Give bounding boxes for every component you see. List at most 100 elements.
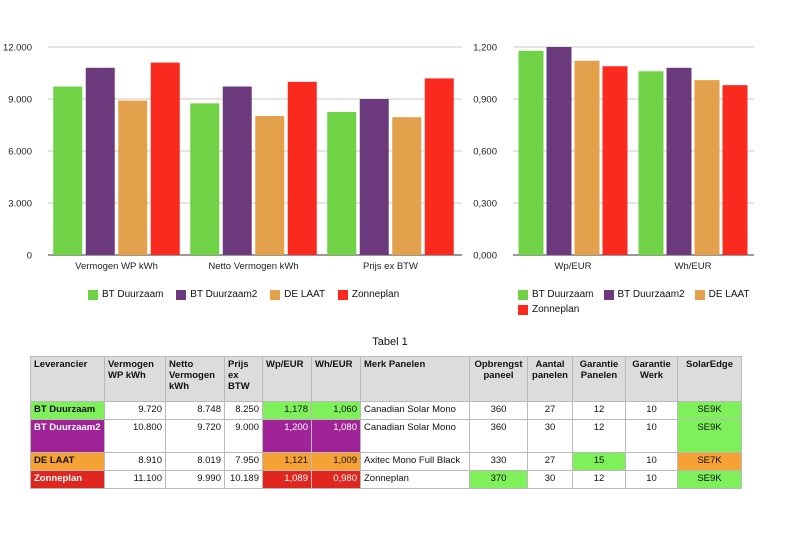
cell: 15 [572, 452, 626, 471]
col-header: Merk Panelen [360, 356, 470, 402]
legend-label: BT Duurzaam2 [617, 289, 685, 300]
bar [602, 66, 628, 256]
x-tick-label: Netto Vermogen kWh [208, 261, 298, 272]
col-header: Opbrengst paneel [469, 356, 528, 402]
y-tick-label: 0 [27, 251, 32, 262]
legend-label: BT Duurzaam [102, 289, 164, 300]
table-header-row: Leverancier Vermogen WP kWh Netto Vermog… [30, 356, 742, 402]
cell: 360 [469, 401, 528, 420]
cell: 1,089 [262, 470, 312, 489]
legend-item: BT Duurzaam2 [603, 289, 685, 301]
cell: Axitec Mono Full Black [360, 452, 470, 471]
legend-swatch [694, 290, 705, 300]
cell: 10.800 [104, 419, 166, 453]
bar [287, 81, 317, 255]
x-tick-label: Vermogen WP kWh [75, 261, 158, 272]
bar [53, 86, 83, 256]
cell: 9.720 [165, 419, 225, 453]
cell: 10 [625, 401, 678, 420]
cell: 0,980 [311, 470, 361, 489]
cell: 27 [527, 401, 573, 420]
cell: 12 [572, 419, 626, 453]
legend-item: DE LAAT [694, 289, 750, 301]
bar [638, 71, 664, 256]
cell: 8.748 [165, 401, 225, 420]
bar [546, 47, 572, 255]
cell: 360 [469, 419, 528, 453]
legend-item: BT Duurzaam [518, 289, 594, 301]
legend-swatch [88, 289, 98, 300]
x-tick-label: Wp/EUR [555, 261, 592, 272]
bar [574, 60, 600, 256]
cell: 1,060 [311, 401, 361, 420]
col-header: Wp/EUR [262, 356, 312, 402]
cell: 9.000 [224, 419, 263, 453]
cell: 1,200 [262, 419, 312, 453]
cell: 9.720 [104, 401, 166, 420]
chart-energy-legend: BT Duurzaam BT Duurzaam2 DE LAAT Zonnepl… [88, 289, 409, 303]
cell-supplier: DE LAAT [30, 452, 105, 471]
cell: 27 [527, 452, 573, 471]
legend-swatch [337, 289, 348, 300]
col-header: Leverancier [30, 356, 105, 402]
cell: 30 [527, 470, 573, 489]
bar [722, 85, 748, 255]
cell-supplier: BT Duurzaam [30, 401, 105, 420]
cell: 370 [469, 470, 528, 489]
legend-item: BT Duurzaam2 [176, 289, 257, 300]
bar [118, 100, 148, 255]
cell: 10 [625, 470, 678, 489]
bar [190, 103, 220, 255]
cell: 8.250 [224, 401, 263, 420]
y-tick-label: 9.000 [8, 95, 32, 106]
legend-swatch [176, 289, 187, 300]
y-tick-label: 0,000 [473, 251, 497, 262]
col-header: Garantie Werk [625, 356, 678, 402]
y-tick-label: 0,600 [473, 147, 497, 158]
chart-energy: 0 3.000 6.000 9.000 12.000 Vermogen WP kWh Net… [3, 43, 462, 272]
cell: SE9K [677, 470, 742, 489]
legend-swatch [518, 305, 528, 315]
legend-item: DE LAAT [270, 289, 325, 300]
col-header: Garantie Panelen [572, 356, 626, 402]
cell: Canadian Solar Mono [360, 419, 470, 453]
table-row: Zonneplan 11.100 9.990 10.189 1,089 0,98… [30, 470, 742, 489]
cell: 10 [625, 419, 678, 453]
bar [255, 116, 285, 255]
y-tick-label: 6.000 [8, 147, 32, 158]
bar [222, 86, 252, 256]
chart-ratio: 0,000 0,300 0,600 0,900 1,200 Wp/EUR Wh/EUR [473, 43, 754, 272]
cell: 330 [469, 452, 528, 471]
comparison-table: Leverancier Vermogen WP kWh Netto Vermog… [30, 356, 742, 489]
cell: Zonneplan [360, 470, 470, 489]
cell: 12 [572, 401, 626, 420]
cell: SE9K [677, 401, 742, 420]
col-header: Netto Vermogen kWh [165, 356, 225, 402]
table-title: Tabel 1 [372, 336, 408, 348]
legend-item: Zonneplan [518, 304, 579, 316]
cell: 11.100 [104, 470, 166, 489]
cell: SE9K [677, 419, 742, 453]
legend-label: DE LAAT [284, 289, 326, 300]
cell: 8.019 [165, 452, 225, 471]
cell-supplier: BT Duurzaam2 [30, 419, 105, 453]
chart-ratio-legend: BT Duurzaam BT Duurzaam2 DE LAAT Zonneplan [518, 289, 768, 319]
legend-label: Zonneplan [351, 289, 400, 300]
y-tick-label: 0,900 [473, 95, 497, 106]
y-tick-label: 3.000 [8, 199, 32, 210]
x-tick-label: Wh/EUR [675, 261, 712, 272]
legend-label: BT Duurzaam2 [190, 289, 258, 300]
bar [85, 67, 115, 255]
cell: 1,080 [311, 419, 361, 453]
legend-swatch [518, 290, 528, 300]
y-tick-label: 0,300 [473, 199, 497, 210]
legend-swatch [603, 290, 614, 300]
bar [424, 78, 454, 256]
bar [666, 67, 692, 255]
col-header: Aantal panelen [527, 356, 573, 402]
legend-swatch [270, 289, 281, 300]
cell: 1,009 [311, 452, 361, 471]
col-header: Wh/EUR [311, 356, 361, 402]
table-row: BT Duurzaam2 10.800 9.720 9.000 1,200 1,… [30, 419, 742, 453]
cell: 10 [625, 452, 678, 471]
